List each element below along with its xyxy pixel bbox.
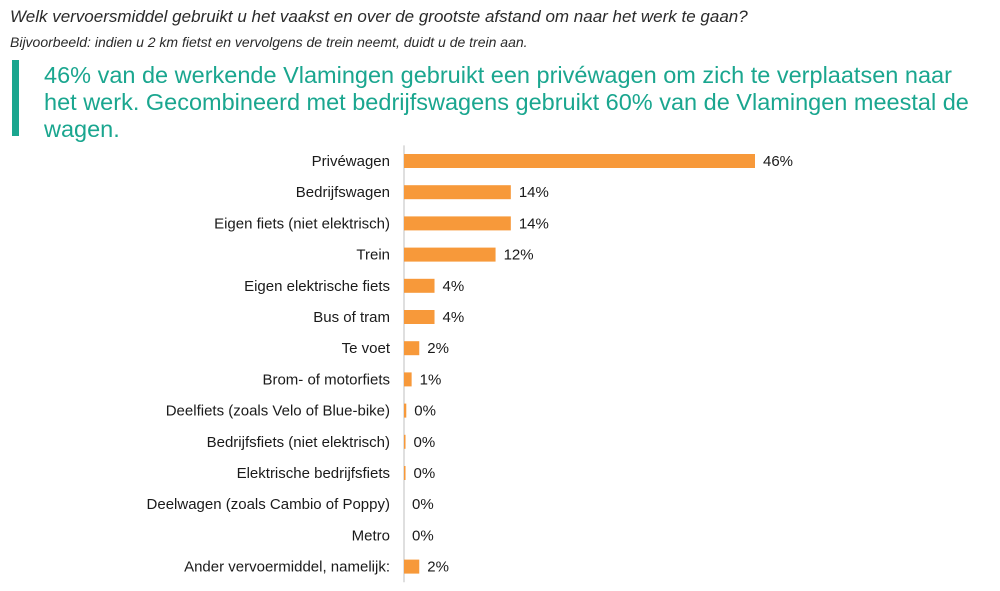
value-label: 12% [504,247,534,264]
value-label: 1% [420,371,442,388]
category-label: Bus of tram [313,309,390,326]
bar-2 [404,216,511,231]
category-label: Ander vervoermiddel, namelijk: [184,559,390,576]
value-label: 0% [414,434,436,451]
category-label: Bedrijfswagen [296,184,390,201]
value-label: 4% [443,309,465,326]
category-label: Te voet [342,340,391,357]
value-label: 46% [763,153,793,170]
bar-10 [404,466,406,480]
headline-accent-bar [12,60,19,136]
value-label: 2% [427,559,449,576]
value-label: 0% [414,465,436,482]
bar-4 [404,278,435,293]
category-label: Deelwagen (zoals Cambio of Poppy) [147,496,390,513]
category-label: Eigen elektrische fiets [244,278,390,295]
survey-question: Welk vervoersmiddel gebruikt u het vaaks… [10,7,748,26]
category-label: Eigen fiets (niet elektrisch) [214,215,390,232]
category-label: Privéwagen [312,153,390,170]
bar-8 [404,403,407,418]
category-label: Brom- of motorfiets [262,371,390,388]
value-label: 0% [414,403,436,420]
value-label: 2% [427,340,449,357]
bar-1 [404,185,511,200]
bar-13 [404,559,420,574]
category-label: Elektrische bedrijfsfiets [237,465,390,482]
bar-7 [404,372,412,387]
category-label: Metro [352,527,390,544]
value-label: 0% [412,527,434,544]
category-label: Trein [356,247,390,264]
bar-5 [404,310,435,324]
value-label: 4% [443,278,465,295]
bar-6 [404,341,420,356]
bar-3 [404,247,496,262]
headline: 46% van de werkende Vlamingen gebruikt e… [44,62,969,142]
category-label: Deelfiets (zoals Velo of Blue-bike) [166,403,390,420]
value-label: 0% [412,496,434,513]
category-label: Bedrijfsfiets (niet elektrisch) [207,434,390,451]
survey-subquestion: Bijvoorbeeld: indien u 2 km fietst en ve… [10,34,528,50]
value-label: 14% [519,215,549,232]
value-label: 14% [519,184,549,201]
bar-0 [404,154,755,168]
bar-9 [404,434,406,449]
